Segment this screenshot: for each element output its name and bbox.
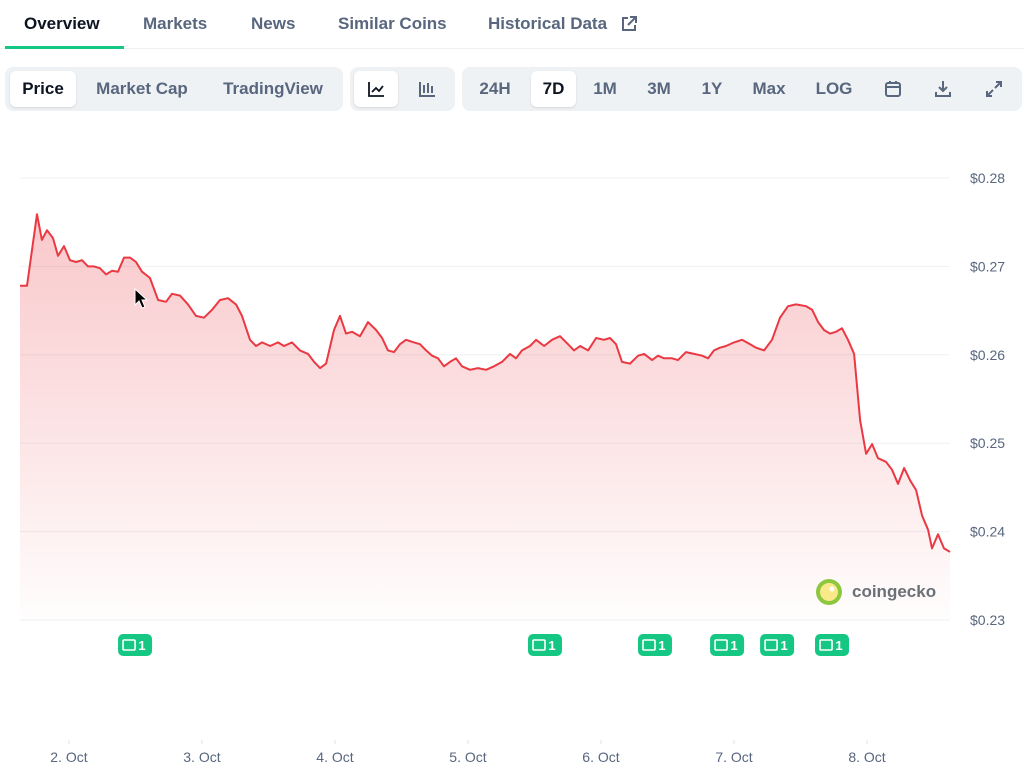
- range-button[interactable]: 7D: [531, 71, 576, 107]
- mouse-cursor: [134, 287, 149, 309]
- x-tick-label: 3. Oct: [183, 749, 220, 765]
- fullscreen-icon: [986, 81, 1002, 97]
- news-count: 1: [658, 638, 665, 653]
- price-area: [20, 214, 950, 620]
- tab[interactable]: Markets: [143, 14, 208, 33]
- mode-button[interactable]: Price: [10, 71, 76, 107]
- news-count: 1: [835, 638, 842, 653]
- news-count: 1: [548, 638, 555, 653]
- tab[interactable]: Historical Data: [488, 14, 608, 33]
- external-link-icon: [622, 16, 637, 31]
- mode-button[interactable]: TradingView: [223, 79, 323, 98]
- active-tab-indicator: [5, 46, 124, 49]
- range-button[interactable]: LOG: [815, 79, 853, 98]
- candle-chart-button[interactable]: [405, 71, 449, 107]
- tab[interactable]: News: [251, 14, 296, 33]
- news-marker[interactable]: 1: [637, 634, 672, 656]
- line-chart-button[interactable]: [354, 71, 398, 107]
- watermark: coingecko: [816, 579, 936, 605]
- news-marker[interactable]: 1: [527, 634, 562, 656]
- news-count: 1: [780, 638, 787, 653]
- x-tick-label: 4. Oct: [316, 749, 353, 765]
- news-icon: [714, 639, 728, 651]
- mode-button[interactable]: Market Cap: [96, 79, 188, 98]
- y-tick-label: $0.24: [970, 524, 1005, 540]
- watermark-eye: [829, 586, 835, 592]
- price-line: [20, 213, 951, 553]
- news-icon: [642, 639, 656, 651]
- download-icon: [935, 81, 951, 97]
- y-tick-label: $0.25: [970, 435, 1005, 451]
- range-button[interactable]: 24H: [479, 79, 511, 98]
- x-tick-label: 6. Oct: [582, 749, 619, 765]
- x-tick-label: 2. Oct: [50, 749, 87, 765]
- news-marker[interactable]: 1: [760, 634, 795, 656]
- news-marker[interactable]: 1: [118, 634, 153, 656]
- news-marker[interactable]: 1: [815, 634, 850, 656]
- x-tick-label: 8. Oct: [848, 749, 885, 765]
- news-icon: [532, 639, 546, 651]
- line-chart-icon: [368, 82, 384, 97]
- news-icon: [122, 639, 136, 651]
- news-marker[interactable]: 1: [710, 634, 745, 656]
- y-tick-label: $0.23: [970, 612, 1005, 628]
- calendar-button[interactable]: [872, 71, 914, 107]
- tab[interactable]: Overview: [24, 14, 100, 33]
- y-tick-label: $0.27: [970, 258, 1005, 274]
- y-tick-label: $0.26: [970, 347, 1005, 363]
- range-button[interactable]: Max: [752, 79, 786, 98]
- calendar-icon: [885, 81, 901, 97]
- fullscreen-button[interactable]: [973, 71, 1015, 107]
- y-tick-label: $0.28: [970, 170, 1005, 186]
- news-icon: [764, 639, 778, 651]
- watermark-text: coingecko: [852, 582, 936, 601]
- watermark-logo-inner: [820, 583, 838, 601]
- range-button[interactable]: 1Y: [701, 79, 723, 98]
- news-count: 1: [730, 638, 737, 653]
- tab[interactable]: Similar Coins: [338, 14, 447, 33]
- x-tick-label: 7. Oct: [715, 749, 752, 765]
- news-icon: [819, 639, 833, 651]
- download-button[interactable]: [922, 71, 964, 107]
- candle-chart-icon: [419, 82, 435, 97]
- x-tick-label: 5. Oct: [449, 749, 486, 765]
- tab-divider: [0, 48, 1024, 49]
- news-count: 1: [138, 638, 145, 653]
- range-button[interactable]: 3M: [647, 79, 671, 98]
- range-button[interactable]: 1M: [593, 79, 617, 98]
